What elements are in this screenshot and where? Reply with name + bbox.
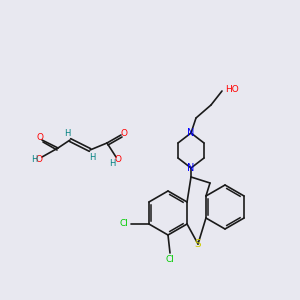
- Text: N: N: [187, 163, 195, 173]
- Text: O: O: [121, 128, 128, 137]
- Text: HO: HO: [225, 85, 239, 94]
- Text: H: H: [31, 154, 37, 164]
- Text: N: N: [187, 128, 195, 138]
- Text: O: O: [115, 155, 122, 164]
- Text: H: H: [89, 152, 95, 161]
- Text: Cl: Cl: [119, 220, 128, 229]
- Text: O: O: [37, 134, 44, 142]
- Text: S: S: [195, 239, 201, 249]
- Text: Cl: Cl: [166, 256, 174, 265]
- Text: H: H: [64, 128, 70, 137]
- Text: O: O: [35, 154, 43, 164]
- Text: H: H: [109, 160, 115, 169]
